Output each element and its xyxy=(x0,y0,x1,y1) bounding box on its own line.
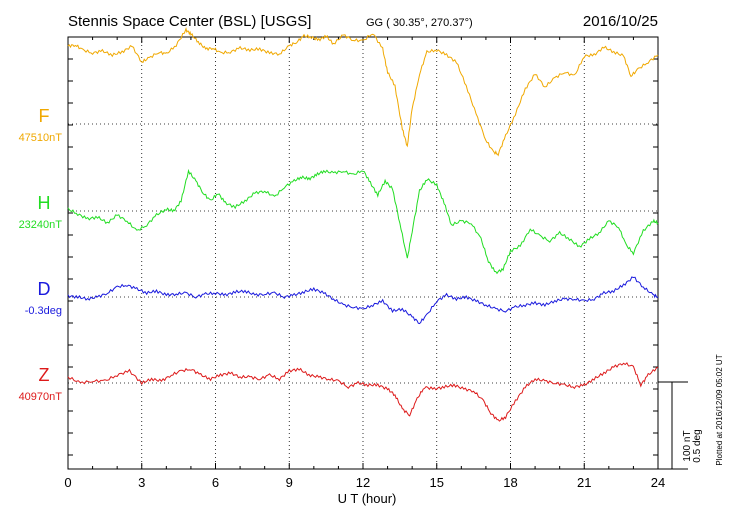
baseline-label-d: -0.3deg xyxy=(25,305,62,317)
series-name-h: H xyxy=(38,193,51,213)
chart-date: 2016/10/25 xyxy=(583,13,658,30)
station-title: Stennis Space Center (BSL) [USGS] xyxy=(68,13,311,30)
scale-bar-nt-label: 100 nT xyxy=(682,430,693,461)
x-tick-label: 0 xyxy=(64,475,71,490)
scale-bar: 100 nT 0.5 deg xyxy=(658,381,703,470)
trace-h xyxy=(67,168,659,275)
x-tick-label: 18 xyxy=(503,475,517,490)
x-tick-label: 6 xyxy=(212,475,219,490)
x-tick-label: 12 xyxy=(356,475,370,490)
baseline-label-f: 47510nT xyxy=(19,132,63,144)
plotted-note: Plotted at 2016/12/09 05:02 UT xyxy=(715,354,724,465)
series-name-z: Z xyxy=(39,365,50,385)
x-tick-label: 24 xyxy=(651,475,665,490)
x-axis-label: U T (hour) xyxy=(338,491,397,506)
x-tick-labels: 0 3 6 9 12 15 18 21 24 xyxy=(64,475,665,490)
x-tick-label: 9 xyxy=(286,475,293,490)
x-tick-label: 15 xyxy=(430,475,444,490)
trace-d xyxy=(67,276,659,325)
x-tick-label: 3 xyxy=(138,475,145,490)
series-labels: F 47510nT H 23240nT D -0.3deg Z 40970nT xyxy=(19,106,63,403)
series-name-d: D xyxy=(38,279,51,299)
x-tick-label: 21 xyxy=(577,475,591,490)
station-coordinates: GG ( 30.35°, 270.37°) xyxy=(366,17,473,29)
baseline-label-z: 40970nT xyxy=(19,391,63,403)
trace-z xyxy=(67,362,659,422)
grid-lines xyxy=(68,37,658,469)
series-name-f: F xyxy=(39,106,50,126)
traces xyxy=(67,26,659,422)
baseline-label-h: 23240nT xyxy=(19,219,63,231)
scale-bar-deg-label: 0.5 deg xyxy=(692,429,703,462)
trace-f xyxy=(67,26,659,157)
